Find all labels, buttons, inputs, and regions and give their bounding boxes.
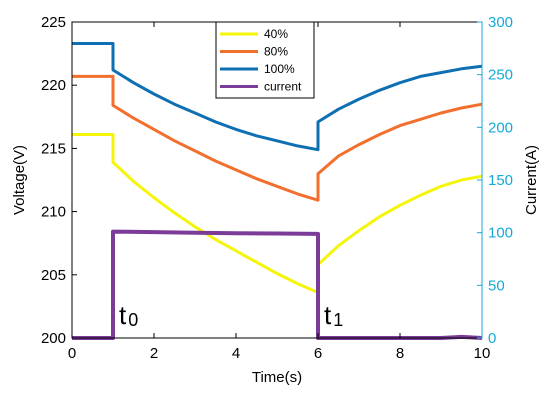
annotation-main: t: [119, 300, 127, 330]
y-axis-right-label: Current(A): [523, 145, 540, 215]
legend-entry: 40%: [264, 27, 288, 41]
legend: 40% 80% 100% current: [215, 21, 315, 99]
y-left-tick-label: 220: [41, 77, 66, 94]
x-tick-label: 10: [474, 345, 491, 362]
y-right-tick-label: 250: [488, 67, 513, 84]
y-right-tick-label: 100: [488, 225, 513, 242]
y-axis-right: 0 50 100 150 200 250 300: [477, 14, 513, 347]
y-left-tick-label: 200: [41, 330, 66, 347]
series-line-80: [72, 74, 483, 202]
y-left-tick-label: 225: [41, 14, 66, 31]
y-right-tick-label: 200: [488, 119, 513, 136]
x-tick-label: 4: [232, 345, 240, 362]
series-line-100: [72, 42, 483, 152]
legend-entry: 80%: [264, 45, 288, 59]
x-tick-label: 8: [396, 345, 404, 362]
x-tick-label: 6: [314, 345, 322, 362]
y-left-tick-label: 215: [41, 140, 66, 157]
x-tick-label: 2: [150, 345, 158, 362]
annotation-sub: 1: [333, 310, 343, 330]
y-right-tick-label: 300: [488, 14, 513, 31]
y-right-tick-label: 0: [488, 330, 496, 347]
y-left-tick-label: 205: [41, 267, 66, 284]
y-right-tick-label: 50: [488, 277, 505, 294]
x-tick-label: 0: [68, 345, 76, 362]
y-right-tick-label: 150: [488, 172, 513, 189]
y-axis-left-label: Voltage(V): [11, 145, 28, 215]
series-line-40: [72, 133, 483, 294]
legend-entry: current: [264, 80, 302, 94]
legend-entry: 100%: [264, 62, 295, 76]
annotation-sub: 0: [128, 310, 138, 330]
y-left-tick-label: 210: [41, 204, 66, 221]
x-axis-label: Time(s): [252, 369, 302, 386]
annotation-main: t: [324, 300, 332, 330]
y-axis-left: 200 205 210 215 220 225: [41, 14, 77, 347]
